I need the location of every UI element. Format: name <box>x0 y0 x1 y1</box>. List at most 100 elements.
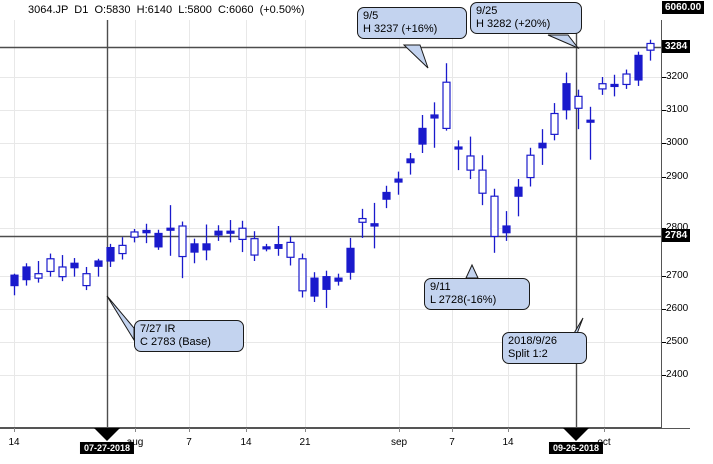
price-tick-mark <box>662 309 666 310</box>
date-axis-rule <box>0 428 690 429</box>
candlestick-svg <box>0 20 662 428</box>
callout-split-9-26: 2018/9/26 Split 1:2 <box>502 332 587 365</box>
candle <box>82 266 91 291</box>
callout-line-1: 7/27 IR <box>140 323 176 335</box>
price-tick-label: 2700 <box>666 270 689 281</box>
candle <box>10 273 19 296</box>
callout-high-9-5: 9/5 H 3237 (+16%) <box>357 7 467 40</box>
price-tick-label: 2900 <box>666 171 689 182</box>
candle <box>130 228 139 243</box>
date-tick-label: 7 <box>186 437 192 448</box>
candle <box>418 114 427 153</box>
candle <box>202 224 211 261</box>
price-axis: 3200 3100 3000 2900 2800 2700 2600 2500 2400 6060… <box>662 0 713 428</box>
price-tick-label: 2800 <box>666 222 689 233</box>
price-tick-mark <box>662 77 666 78</box>
candle <box>382 185 391 209</box>
candle <box>214 225 223 241</box>
candle <box>22 263 31 286</box>
date-tick-label: sep <box>390 437 408 448</box>
candle <box>514 179 523 217</box>
callout-low-9-11: 9/11 L 2728(-16%) <box>424 278 530 311</box>
candle <box>490 188 499 253</box>
price-tick-mark <box>662 143 666 144</box>
candle <box>430 102 439 148</box>
date-tick-mark <box>189 428 190 432</box>
price-tick-mark <box>662 276 666 277</box>
candle <box>262 243 271 252</box>
price-tick-mark <box>662 342 666 343</box>
date-tick-mark <box>135 428 136 432</box>
date-tick-label: 7 <box>449 437 455 448</box>
quote-header-bar: 3064.JP D1 O:5830 H:6140 L:5800 C:6060 (… <box>0 0 713 20</box>
price-tick-label: 3100 <box>666 104 689 115</box>
candle <box>34 261 43 283</box>
candle <box>322 270 331 308</box>
price-tick-label: 2600 <box>666 303 689 314</box>
candle <box>586 106 595 160</box>
date-axis: 14 aug 7 14 21 sep 7 14 oct 07-27-2018 09-26-2018 <box>0 428 713 464</box>
price-tick-mark <box>662 375 666 376</box>
candle <box>334 273 343 286</box>
callout-line-2: H 3282 (+20%) <box>476 17 551 30</box>
date-tick-label: 21 <box>299 437 311 448</box>
callout-line-2: C 2783 (Base) <box>140 335 211 348</box>
callout-line-2: Split 1:2 <box>508 347 548 360</box>
candle <box>178 221 187 279</box>
date-tick-label: aug <box>126 437 144 448</box>
date-tick-label: 14 <box>502 437 514 448</box>
candle <box>250 231 259 262</box>
candle <box>142 223 151 244</box>
candle <box>562 72 571 120</box>
price-tick-mark <box>662 177 666 178</box>
candle <box>70 258 79 277</box>
date-tick-mark <box>604 428 605 432</box>
candle <box>226 220 235 243</box>
price-box-last: 3284 <box>662 40 691 53</box>
candle <box>118 237 127 260</box>
price-tick-label: 3200 <box>666 71 689 82</box>
callout-base-7-27: 7/27 IR C 2783 (Base) <box>134 320 244 353</box>
price-tick-mark <box>662 110 666 111</box>
candle <box>274 226 283 256</box>
price-tick-label: 3000 <box>666 137 689 148</box>
date-tick-mark <box>508 428 509 432</box>
candle <box>310 272 319 302</box>
date-tick-label: 14 <box>8 437 20 448</box>
date-tick-mark <box>14 428 15 432</box>
date-marker-caret <box>563 428 589 441</box>
candle <box>622 69 631 89</box>
date-tick-label: oct <box>597 437 611 448</box>
date-tick-mark <box>305 428 306 432</box>
candle <box>58 255 67 282</box>
callout-line-1: 9/25 <box>476 5 498 17</box>
candle <box>646 39 655 61</box>
callout-line-2: L 2728(-16%) <box>430 293 497 306</box>
candle <box>466 136 475 180</box>
quote-text: 3064.JP D1 O:5830 H:6140 L:5800 C:6060 (… <box>28 4 305 16</box>
candle <box>598 77 607 95</box>
candle <box>46 253 55 277</box>
date-tick-label: 14 <box>240 437 252 448</box>
date-marker-box[interactable]: 07-27-2018 <box>79 442 135 454</box>
candle <box>370 202 379 249</box>
candle <box>574 89 583 130</box>
date-tick-mark <box>399 428 400 432</box>
date-marker-caret <box>94 428 120 441</box>
chart-plot-area[interactable] <box>0 20 662 428</box>
candle <box>406 152 415 175</box>
price-tick-mark <box>662 228 666 229</box>
price-tick-label: 2500 <box>666 336 689 347</box>
candle <box>502 211 511 241</box>
candle <box>154 229 163 250</box>
candle <box>526 147 535 187</box>
price-box-quote: 6060.00 <box>662 1 705 14</box>
price-tick-label: 2400 <box>666 369 689 380</box>
candle <box>394 171 403 195</box>
date-marker-box[interactable]: 09-26-2018 <box>548 442 604 454</box>
candle <box>538 129 547 165</box>
price-box-base: 2784 <box>662 229 691 242</box>
candle <box>238 220 247 253</box>
callout-line-2: H 3237 (+16%) <box>363 22 438 35</box>
